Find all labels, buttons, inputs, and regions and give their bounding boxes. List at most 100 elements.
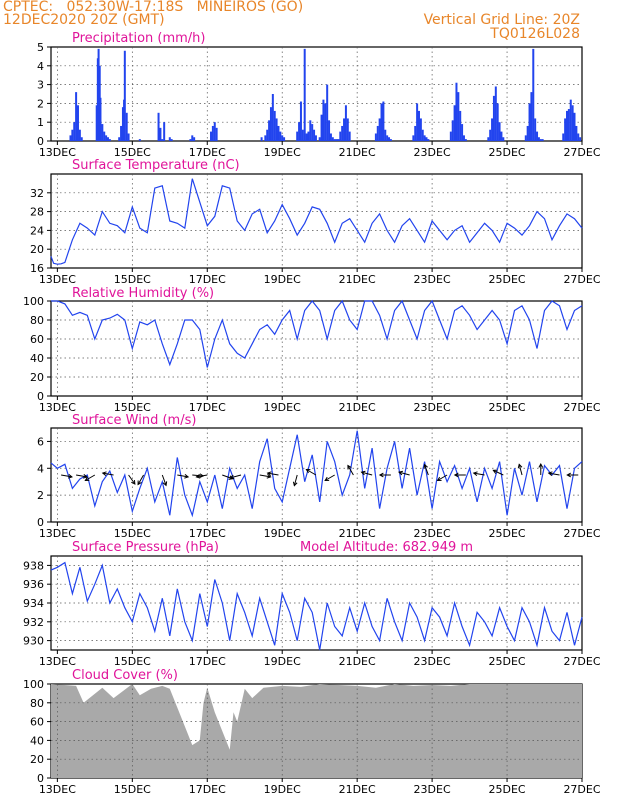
precip-bar	[571, 105, 574, 141]
wind-panel-title: Surface Wind (m/s)	[72, 413, 196, 428]
wind-series-line	[50, 430, 583, 518]
cloud-xtick-label: 17DEC	[189, 783, 226, 796]
precip-bar	[562, 133, 565, 141]
cloud-xtick-label: 13DEC	[39, 783, 76, 796]
precip-bar	[487, 137, 490, 141]
press-annotation: Model Altitude: 682.949 m	[300, 540, 473, 555]
header-grid-line: Vertical Grid Line: 20Z	[423, 12, 580, 28]
precip-bar	[386, 135, 389, 141]
precip-bar	[566, 110, 569, 141]
precip-bar	[537, 137, 540, 141]
cloud-panel-title: Cloud Cover (%)	[72, 668, 178, 683]
precip-bar	[260, 137, 263, 141]
precip-bar	[567, 109, 570, 141]
precip-bar	[329, 133, 332, 141]
precip-bar	[528, 103, 531, 141]
precip-bar	[532, 48, 535, 141]
precip-bar	[106, 137, 109, 141]
wind-arrow	[267, 472, 279, 476]
press-ytick-label: 932	[23, 616, 44, 629]
precip-bar	[414, 125, 417, 141]
wind-arrow	[102, 472, 114, 476]
wind-arrow	[259, 474, 271, 478]
precip-bar	[579, 137, 582, 141]
rh-xtick-label: 19DEC	[264, 401, 301, 414]
temp-xtick-label: 25DEC	[488, 273, 525, 286]
precip-bar	[80, 137, 83, 141]
wind-arrow-head	[195, 474, 201, 479]
wind-arrow-head	[184, 474, 190, 479]
precip-bar	[279, 131, 282, 141]
precip-bar	[311, 124, 314, 141]
wind-xtick-label: 13DEC	[39, 527, 76, 540]
wind-arrow-head	[305, 468, 311, 474]
precip-bar	[449, 131, 452, 141]
precip-bar	[73, 122, 76, 141]
precip-bar	[283, 137, 286, 141]
rh-series-line	[51, 299, 583, 368]
precip-bar	[491, 118, 494, 141]
precip-xtick-label: 19DEC	[264, 146, 301, 159]
precip-bar	[193, 137, 196, 141]
precip-bar	[118, 137, 121, 141]
temp-xtick-label: 15DEC	[114, 273, 151, 286]
precip-bar	[577, 133, 580, 141]
cloud-ytick-label: 20	[30, 753, 44, 766]
precip-bar	[382, 101, 385, 141]
wind-xtick-label: 21DEC	[339, 527, 376, 540]
precip-bar	[170, 139, 173, 141]
precip-bar	[103, 131, 106, 141]
rh-ytick-label: 80	[30, 314, 44, 327]
wind-arrow-head	[137, 480, 142, 486]
cloud-cover-area	[51, 684, 582, 778]
wind-arrow-head	[324, 476, 330, 482]
precip-bar	[121, 107, 124, 141]
precip-bar	[539, 139, 542, 141]
precip-bar	[277, 125, 280, 141]
precip-bar	[489, 129, 492, 141]
precip-bar	[127, 133, 130, 141]
precip-bar	[500, 131, 503, 141]
temp-ytick-label: 16	[30, 262, 44, 275]
wind-xtick-label: 23DEC	[414, 527, 451, 540]
wind-arrow-head	[517, 463, 523, 469]
precip-bar	[530, 92, 533, 141]
press-xtick-label: 27DEC	[563, 655, 600, 668]
precip-bar	[123, 50, 126, 142]
precip-bar	[376, 125, 379, 141]
temp-xtick-label: 23DEC	[414, 273, 451, 286]
cloud-ytick-label: 80	[30, 697, 44, 710]
precip-xtick-label: 27DEC	[563, 146, 600, 159]
precip-bar	[374, 133, 377, 141]
wind-arrow-head	[84, 476, 90, 482]
precip-bar	[99, 97, 102, 141]
precip-bar	[496, 103, 499, 141]
cloud-xtick-label: 25DEC	[488, 783, 525, 796]
rh-xtick-label: 25DEC	[488, 401, 525, 414]
precip-bar	[211, 125, 214, 141]
precip-bar	[298, 122, 301, 141]
precip-bar	[417, 110, 420, 141]
precip-bar	[541, 139, 544, 141]
temp-xtick-label: 13DEC	[39, 273, 76, 286]
rh-panel-title: Relative Humidity (%)	[72, 286, 214, 301]
cloud-ytick-label: 0	[37, 772, 44, 785]
wind-arrow-head	[131, 479, 136, 485]
precip-bar	[314, 135, 317, 141]
wind-arrow	[473, 472, 485, 476]
wind-xtick-label: 15DEC	[114, 527, 151, 540]
precip-bar	[524, 135, 527, 141]
precip-bar	[378, 118, 381, 141]
precip-bar	[271, 94, 274, 141]
press-series-line	[50, 561, 583, 651]
press-ytick-label: 936	[23, 578, 44, 591]
wind-arrow	[128, 474, 136, 485]
temp-series-line	[50, 178, 583, 265]
temp-ytick-label: 28	[30, 206, 44, 219]
precip-bar	[301, 129, 304, 141]
wind-arrow-head	[378, 472, 384, 478]
wind-arrow-head	[101, 471, 107, 476]
wind-arrow	[548, 472, 560, 476]
rh-xtick-label: 13DEC	[39, 401, 76, 414]
